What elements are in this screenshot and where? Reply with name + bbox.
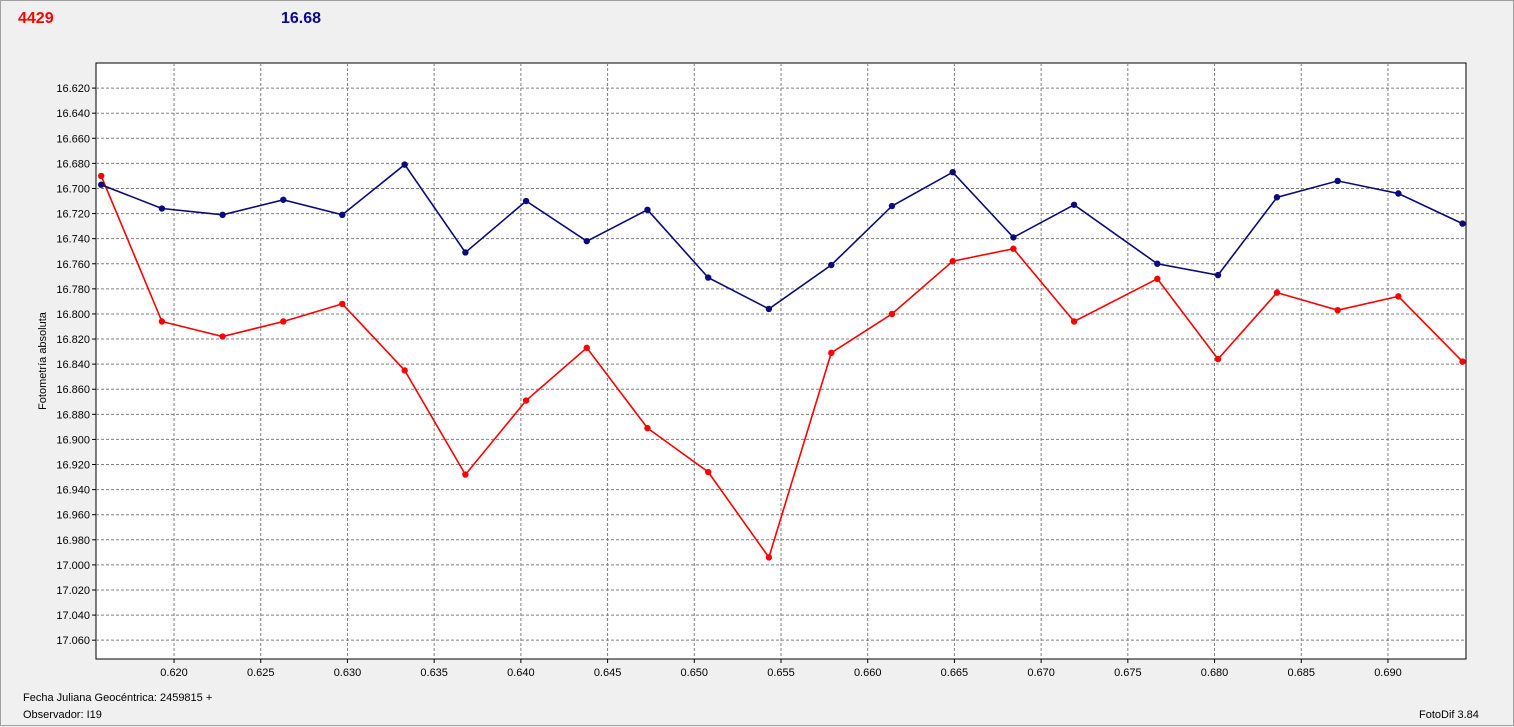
y-tick-label: 16.640 (56, 108, 90, 120)
data-point[interactable] (644, 424, 651, 432)
x-tick-label: 0.645 (594, 667, 622, 679)
data-point[interactable] (888, 202, 896, 210)
data-point[interactable] (98, 181, 105, 188)
header-red-value: 4429 (18, 10, 54, 27)
series-red (98, 172, 1466, 561)
axis-ticks: 16.620 16.640 16.660 16.680 16.700 16.720 16.7… (56, 83, 1401, 679)
data-point[interactable] (1214, 271, 1222, 279)
data-point[interactable] (1070, 318, 1078, 325)
y-tick-label: 16.780 (56, 284, 90, 296)
data-point[interactable] (583, 344, 590, 352)
data-point[interactable] (158, 318, 166, 325)
data-point[interactable] (1459, 220, 1466, 227)
data-point[interactable] (583, 237, 590, 245)
x-tick-label: 0.660 (854, 667, 882, 679)
y-tick-label: 16.800 (56, 309, 90, 321)
y-tick-label: 16.920 (56, 460, 90, 472)
data-point[interactable] (280, 318, 287, 325)
data-point[interactable] (704, 274, 712, 281)
data-point[interactable] (1214, 355, 1222, 363)
data-point[interactable] (828, 261, 835, 269)
y-tick-label: 16.860 (56, 384, 90, 396)
data-point[interactable] (339, 211, 346, 219)
data-point[interactable] (219, 333, 226, 340)
x-tick-label: 0.630 (334, 667, 362, 679)
data-point[interactable] (1010, 245, 1017, 252)
y-tick-label: 16.900 (56, 434, 90, 446)
data-point[interactable] (462, 249, 469, 256)
x-tick-label: 0.665 (941, 667, 969, 679)
data-point[interactable] (98, 172, 105, 180)
data-point[interactable] (1459, 358, 1466, 365)
data-point[interactable] (280, 196, 287, 203)
grid-lines (96, 63, 1466, 659)
series-blue (98, 161, 1466, 313)
data-point[interactable] (1334, 306, 1341, 314)
data-point[interactable] (1395, 190, 1402, 197)
data-point[interactable] (401, 367, 408, 374)
data-point[interactable] (644, 206, 651, 214)
data-point[interactable] (522, 397, 530, 404)
data-point[interactable] (949, 258, 956, 265)
x-tick-label: 0.625 (247, 667, 275, 679)
y-tick-label: 16.940 (56, 485, 90, 497)
data-point[interactable] (401, 161, 408, 168)
y-tick-label: 16.680 (56, 158, 90, 170)
data-point[interactable] (888, 310, 896, 318)
data-point[interactable] (1273, 289, 1281, 296)
x-tick-label: 0.680 (1201, 667, 1229, 679)
x-tick-label: 0.670 (1027, 667, 1055, 679)
observer-label: Observador: I19 (23, 709, 102, 721)
y-tick-label: 16.840 (56, 359, 90, 371)
x-tick-label: 0.685 (1287, 667, 1315, 679)
data-point[interactable] (1010, 234, 1017, 241)
x-tick-label: 0.655 (767, 667, 795, 679)
y-tick-label: 16.700 (56, 183, 90, 195)
x-tick-label: 0.675 (1114, 667, 1142, 679)
data-point[interactable] (522, 197, 530, 205)
x-tick-label: 0.650 (681, 667, 709, 679)
data-point[interactable] (828, 349, 835, 357)
data-point[interactable] (1070, 201, 1078, 208)
data-point[interactable] (462, 471, 469, 478)
data-point[interactable] (765, 305, 773, 313)
y-tick-label: 17.000 (56, 560, 90, 572)
x-tick-label: 0.620 (160, 667, 188, 679)
x-tick-label: 0.690 (1374, 667, 1402, 679)
data-point[interactable] (949, 168, 956, 176)
x-tick-label: 0.635 (420, 667, 448, 679)
julian-date-label: Fecha Juliana Geocéntrica: 2459815 + (23, 692, 213, 704)
version-label: FotoDif 3.84 (1419, 709, 1479, 721)
y-tick-label: 17.060 (56, 635, 90, 647)
data-point[interactable] (704, 468, 712, 476)
y-tick-label: 16.740 (56, 234, 90, 246)
data-point[interactable] (1395, 293, 1402, 300)
data-point[interactable] (765, 554, 773, 561)
data-point[interactable] (1154, 260, 1161, 267)
y-tick-label: 16.620 (56, 83, 90, 95)
header-blue-value: 16.68 (281, 10, 322, 27)
y-tick-label: 16.980 (56, 535, 90, 547)
y-tick-label: 17.040 (56, 610, 90, 622)
y-tick-label: 16.880 (56, 409, 90, 421)
data-point[interactable] (1334, 177, 1341, 185)
y-tick-label: 16.760 (56, 259, 90, 271)
y-tick-label: 16.660 (56, 133, 90, 145)
x-tick-label: 0.640 (507, 667, 535, 679)
y-tick-label: 16.820 (56, 334, 90, 346)
data-point[interactable] (1273, 194, 1281, 201)
data-point[interactable] (219, 211, 226, 219)
data-point[interactable] (339, 300, 346, 308)
y-tick-label: 16.720 (56, 209, 90, 221)
series-layer (98, 161, 1466, 561)
y-tick-label: 16.960 (56, 510, 90, 522)
data-point[interactable] (1154, 275, 1161, 283)
data-point[interactable] (158, 205, 166, 212)
y-axis-label: Fotometría absoluta (37, 311, 49, 410)
y-tick-label: 17.020 (56, 585, 90, 597)
